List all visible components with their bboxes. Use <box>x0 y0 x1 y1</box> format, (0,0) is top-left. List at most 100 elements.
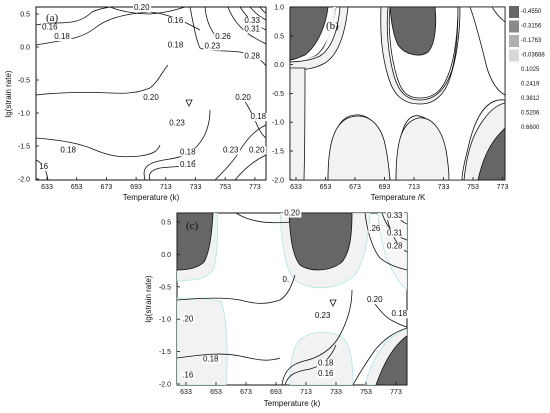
contour-label: 0.16 <box>318 369 334 378</box>
y-tick-label: -1.0 <box>272 120 284 127</box>
x-tick-label: 753 <box>467 184 479 191</box>
contour-label-bg <box>142 93 161 102</box>
contour-label-bg <box>283 209 302 218</box>
contour-label: 0.18 <box>203 354 219 363</box>
y-tick-label: 0.0 <box>161 252 171 259</box>
legend-label: -0.3156 <box>521 24 542 30</box>
panel-a-label: (a) <box>46 12 59 24</box>
panel-c-x-ticks: 633 653 673 693 713 733 753 773 <box>180 382 402 396</box>
panel-c-light-region-bottom <box>289 331 354 385</box>
panel-b-light-region-band <box>290 7 461 105</box>
panel-c-dark-region-top <box>288 213 353 271</box>
contour-label: 0.16 <box>180 160 196 169</box>
x-tick-label: 633 <box>180 389 192 396</box>
x-tick-label: 733 <box>438 184 450 191</box>
panel-a-contour-labels: 0.200.160.180.160.180.330.310.260.230.28… <box>38 3 268 172</box>
y-tick-label: 0.5 <box>161 220 171 227</box>
x-tick-label: 753 <box>360 389 372 396</box>
panel-b-legend: -0.4550 -0.3156 -0.1763 -0.03688 0.1025 0.241… <box>509 6 545 131</box>
y-tick-label: -1.0 <box>18 111 30 118</box>
contour-label-bg <box>281 275 291 284</box>
legend-label: 0.2419 <box>521 82 540 88</box>
contour-label: 0.16 <box>168 16 184 25</box>
contour-label-bg <box>179 148 198 157</box>
contour-label: 0.33 <box>244 16 260 25</box>
panel-b-y-ticks: 1.0 0.5 0.0 -0.5 -1.0 -1.5 -2.0 <box>272 5 293 184</box>
contour-label-bg <box>249 113 268 122</box>
contour-label-bg <box>385 229 405 238</box>
contour-label-bg <box>203 42 222 51</box>
legend-label: 0.3812 <box>521 96 540 102</box>
contour-label-bg <box>243 25 262 34</box>
contour-label: 0.33 <box>387 211 403 220</box>
contour-label: 0.20 <box>284 209 300 218</box>
x-tick-label: 633 <box>290 184 302 191</box>
panel-a-y-ticks: 0.5 0.0 -0.5 -1.0 -1.5 -2.0 <box>18 12 39 184</box>
contour-label-bg <box>181 315 195 324</box>
panel-a-x-axis-title: Temperature (k) <box>123 193 180 202</box>
contour-label: 0.18 <box>392 309 408 318</box>
contour-label: 0.31 <box>387 228 403 237</box>
x-tick-label: 693 <box>130 184 142 191</box>
x-tick-label: 653 <box>71 184 83 191</box>
x-tick-label: 773 <box>497 184 509 191</box>
y-tick-label: -0.5 <box>18 78 30 85</box>
y-tick-label: 0.5 <box>20 12 30 19</box>
x-tick-label: 733 <box>330 389 342 396</box>
legend-label: 0.5206 <box>521 111 540 117</box>
legend-label: 0.6600 <box>521 125 540 131</box>
y-tick-label: -0.5 <box>159 284 171 291</box>
contour-label-bg <box>243 17 262 26</box>
panel-c-x-axis-title: Temperature (k) <box>264 399 321 408</box>
panel-b-dark-region-top <box>389 7 437 56</box>
legend-label: -0.1763 <box>521 38 542 44</box>
y-tick-label: -2.0 <box>272 177 284 184</box>
legend-label: 0.1025 <box>521 67 540 73</box>
panel-b-light-region-bottom2 <box>395 117 450 180</box>
legend-label: -0.4550 <box>521 9 542 15</box>
legend-swatch <box>509 35 519 47</box>
contour-label: 0.23 <box>205 42 221 51</box>
y-tick-label: -1.0 <box>159 317 171 324</box>
panel-c-dark-region-topleft <box>177 213 214 271</box>
panel-c-y-axis-title: lg(strain rate) <box>144 275 153 322</box>
contour-label: 0. <box>283 275 290 284</box>
x-tick-label: 653 <box>320 184 332 191</box>
contour-label: 0.31 <box>244 24 260 33</box>
x-tick-label: 713 <box>160 184 172 191</box>
contour-label-bg <box>234 93 253 102</box>
panel-c-y-ticks: 0.5 0.0 -0.5 -1.0 -1.5 -2.0 <box>159 220 180 389</box>
x-tick-label: 673 <box>101 184 113 191</box>
x-tick-label: 733 <box>190 184 202 191</box>
legend-swatch <box>509 6 519 18</box>
contour-label: .26 <box>369 224 381 233</box>
contour-label-bg <box>53 33 72 42</box>
x-tick-label: 633 <box>41 184 53 191</box>
x-tick-label: 713 <box>408 184 420 191</box>
contour-label-bg <box>214 33 233 42</box>
contour-label-bg <box>385 242 405 251</box>
contour-label-bg <box>38 163 50 172</box>
contour-label: 0.26 <box>215 32 231 41</box>
panel-b-label: (b) <box>326 20 339 32</box>
contour-label: 0.20 <box>134 3 150 12</box>
contour-label: 0.18 <box>318 358 334 367</box>
contour-label-bg <box>368 224 382 233</box>
x-tick-label: 773 <box>390 389 402 396</box>
contour-label-bg <box>166 17 185 26</box>
contour-label: 0.20 <box>143 93 159 102</box>
panel-a-x-ticks: 633 653 673 693 713 733 753 773 <box>41 177 261 191</box>
contour-label: 0.23 <box>223 145 239 154</box>
x-tick-label: 673 <box>349 184 361 191</box>
contour-label: 0.20 <box>235 93 251 102</box>
contour-label: 0.28 <box>387 242 403 251</box>
panel-b-x-axis-title: Temperature /K <box>371 193 426 202</box>
panel-c-contour-labels: 0.20 0.33 .26 0.31 0.28 0. 0.23 0.20 0.18 .20 0.18… <box>181 209 409 380</box>
panel-b-light-region-bottom <box>327 115 391 180</box>
legend-label: -0.03688 <box>521 53 545 59</box>
panel-a: 0.200.160.180.160.180.330.310.260.230.28… <box>4 3 268 202</box>
panel-b-regions <box>290 7 505 180</box>
contour-label-bg <box>248 146 267 155</box>
contour-label: .16 <box>182 370 194 379</box>
panel-b-dark-region-topleft <box>290 7 329 61</box>
